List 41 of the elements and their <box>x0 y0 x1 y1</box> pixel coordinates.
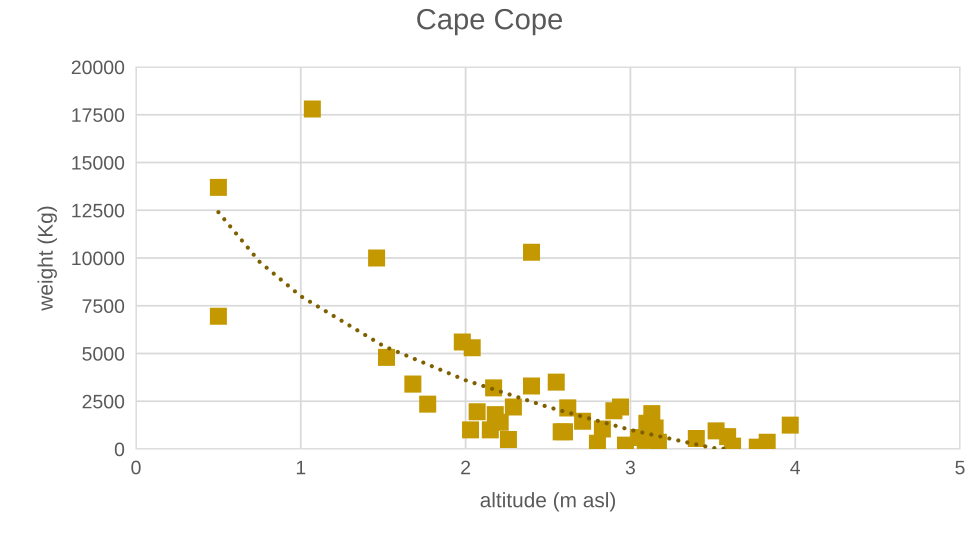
y-tick-label: 5000 <box>82 346 124 361</box>
y-axis-title: weight (Kg) <box>38 206 57 311</box>
point <box>304 100 321 118</box>
point <box>464 339 481 356</box>
y-tick-label: 2500 <box>82 394 124 408</box>
point <box>404 376 422 393</box>
y-tick-label: 20000 <box>72 60 124 74</box>
point <box>378 348 395 366</box>
y-tick-label: 7500 <box>82 299 124 313</box>
x-tick-label: 2 <box>461 460 470 474</box>
point <box>500 430 517 448</box>
point <box>468 403 486 420</box>
point <box>462 421 480 438</box>
point <box>612 398 630 416</box>
x-axis-title: altitude (m asl) <box>480 492 616 512</box>
x-tick-label: 1 <box>296 460 306 474</box>
y-tick-label: 12500 <box>72 204 124 218</box>
point <box>485 379 502 396</box>
y-tick-label: 17500 <box>72 108 124 122</box>
point <box>368 249 386 267</box>
point <box>210 178 227 196</box>
point <box>523 377 540 394</box>
x-tick-label: 5 <box>955 460 965 474</box>
y-tick-label: 10000 <box>72 251 124 266</box>
chart-title: Cape Cope <box>417 8 562 36</box>
point <box>758 434 776 449</box>
point <box>210 308 227 325</box>
point <box>419 396 436 413</box>
point <box>782 416 799 434</box>
y-tick-label: 0 <box>114 442 124 456</box>
x-tick-label: 4 <box>790 460 800 474</box>
point <box>504 398 522 416</box>
point <box>556 423 573 440</box>
point <box>594 420 611 438</box>
point <box>574 412 592 430</box>
point <box>548 374 565 391</box>
point <box>688 430 705 447</box>
point <box>523 244 540 261</box>
x-tick-label: 0 <box>131 460 141 474</box>
y-tick-label: 15000 <box>72 156 124 170</box>
x-tick-label: 3 <box>626 460 635 474</box>
